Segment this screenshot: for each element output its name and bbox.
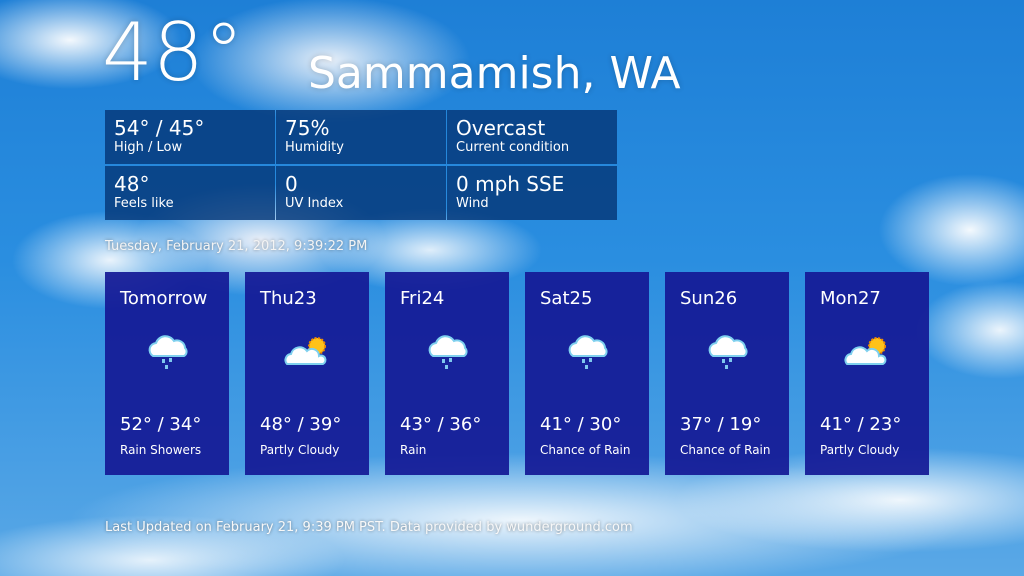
- detail-label: Current condition: [456, 140, 570, 155]
- forecast-temps: 52° / 34°: [120, 414, 202, 435]
- detail-label: UV Index: [285, 196, 344, 211]
- detail-label: Feels like: [114, 196, 174, 211]
- detail-condition: Overcast Current condition: [447, 110, 617, 164]
- forecast-condition: Rain: [400, 443, 427, 457]
- forecast-temps: 41° / 30°: [540, 414, 622, 435]
- forecast-day: Thu23: [260, 288, 317, 309]
- detail-value: 54° / 45°: [114, 116, 205, 140]
- forecast-day: Tomorrow: [120, 288, 208, 309]
- current-datetime: Tuesday, February 21, 2012, 9:39:22 PM: [105, 239, 368, 254]
- last-updated-footer: Last Updated on February 21, 9:39 PM PST…: [105, 520, 633, 535]
- forecast-temps: 43° / 36°: [400, 414, 482, 435]
- forecast-condition: Chance of Rain: [540, 443, 631, 457]
- forecast-temps: 48° / 39°: [260, 414, 342, 435]
- partly-cloudy-icon: [843, 332, 893, 372]
- forecast-temps: 37° / 19°: [680, 414, 762, 435]
- forecast-condition: Partly Cloudy: [260, 443, 340, 457]
- detail-wind: 0 mph SSE Wind: [447, 166, 617, 220]
- forecast-day: Sun26: [680, 288, 738, 309]
- forecast-temps: 41° / 23°: [820, 414, 902, 435]
- partly-cloudy-icon: [283, 332, 333, 372]
- detail-value: 0 mph SSE: [456, 172, 565, 196]
- detail-label: Wind: [456, 196, 489, 211]
- detail-label: Humidity: [285, 140, 344, 155]
- forecast-condition: Partly Cloudy: [820, 443, 900, 457]
- forecast-tile[interactable]: Mon27 41° / 23° Partly Cloudy: [805, 272, 929, 475]
- detail-high-low: 54° / 45° High / Low: [105, 110, 275, 164]
- detail-humidity: 75% Humidity: [276, 110, 446, 164]
- rain-cloud-icon: [143, 332, 193, 372]
- rain-cloud-icon: [423, 332, 473, 372]
- detail-value: 75%: [285, 116, 330, 140]
- details-grid: 54° / 45° High / Low 75% Humidity Overcast…: [105, 110, 617, 220]
- detail-label: High / Low: [114, 140, 183, 155]
- forecast-condition: Rain Showers: [120, 443, 202, 457]
- detail-value: 48°: [114, 172, 150, 196]
- current-temperature: 48°: [102, 6, 244, 99]
- forecast-tile[interactable]: Sun26 37° / 19° Chance of Rain: [665, 272, 789, 475]
- detail-uv-index: 0 UV Index: [276, 166, 446, 220]
- forecast-tile[interactable]: Tomorrow 52° / 34° Rain Showers: [105, 272, 229, 475]
- forecast-tile[interactable]: Thu23 48° / 39° Partly Cloudy: [245, 272, 369, 475]
- rain-cloud-icon: [563, 332, 613, 372]
- forecast-tile[interactable]: Fri24 43° / 36° Rain: [385, 272, 509, 475]
- rain-cloud-icon: [703, 332, 753, 372]
- forecast-list: Tomorrow 52° / 34° Rain Showers Thu23 48° / …: [105, 272, 929, 475]
- detail-feels-like: 48° Feels like: [105, 166, 275, 220]
- detail-value: 0: [285, 172, 298, 196]
- forecast-day: Fri24: [400, 288, 445, 309]
- detail-value: Overcast: [456, 116, 546, 140]
- forecast-tile[interactable]: Sat25 41° / 30° Chance of Rain: [525, 272, 649, 475]
- forecast-day: Mon27: [820, 288, 881, 309]
- forecast-condition: Chance of Rain: [680, 443, 771, 457]
- forecast-day: Sat25: [540, 288, 593, 309]
- city-name: Sammamish, WA: [308, 48, 681, 99]
